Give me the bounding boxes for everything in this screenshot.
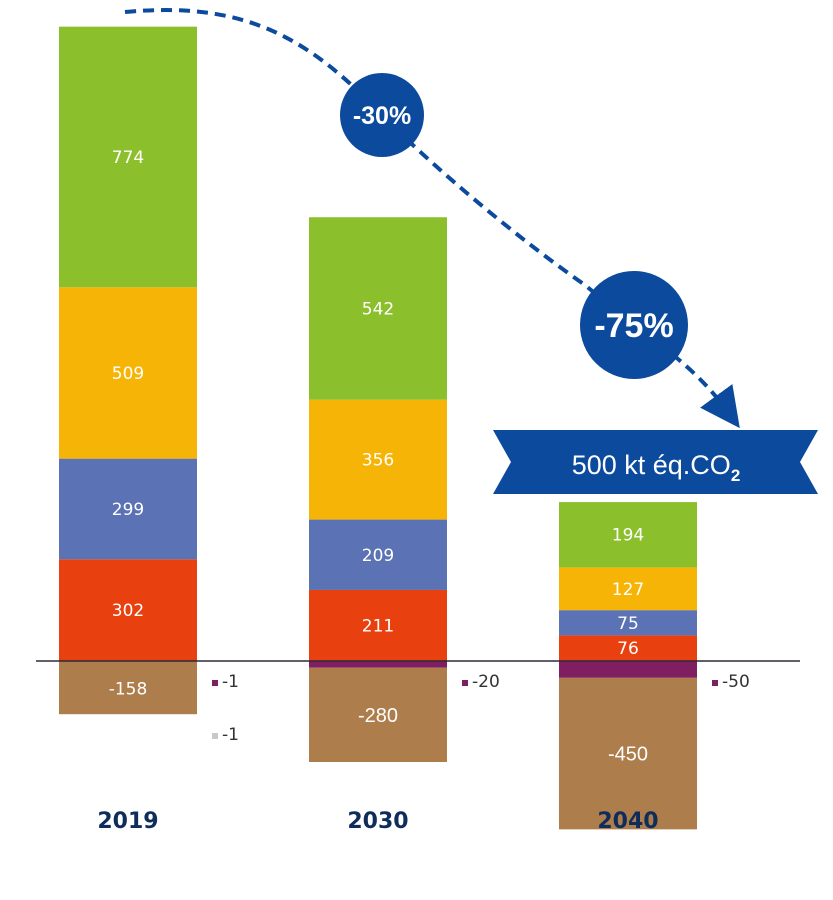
- side-label-text: -50: [722, 672, 750, 692]
- bar-segment-label: 356: [362, 451, 394, 471]
- bar-segment-label: 774: [112, 148, 144, 168]
- bar-segment: [59, 26, 197, 288]
- bar-segment-label: 542: [362, 299, 394, 319]
- bar-segment-label: 211: [362, 616, 394, 636]
- reduction-2040-label: -75%: [594, 307, 673, 345]
- bar-segment-label: -450: [608, 744, 648, 766]
- bar-segment-label: 75: [617, 614, 639, 634]
- bar-segment: [309, 217, 447, 400]
- bar-segment: [559, 661, 697, 678]
- side-label-swatch: [712, 680, 718, 686]
- bar-segment-label: -280: [358, 705, 398, 727]
- year-labels-group: 2019 2030 2040: [97, 809, 658, 834]
- side-label-text: -1: [222, 725, 239, 745]
- bar-segment: [59, 661, 197, 715]
- year-tick-label: 2019: [97, 809, 158, 834]
- bar-segment: [59, 458, 197, 560]
- side-label-swatch: [462, 680, 468, 686]
- bar-segment: [559, 610, 697, 636]
- side-label-swatch: [212, 733, 218, 739]
- bar-segment-label: 209: [362, 546, 394, 566]
- bar-segment: [559, 635, 697, 661]
- bar-segment-label: 76: [617, 639, 639, 659]
- bar-segment: [59, 287, 197, 459]
- bar-segment-label: 127: [612, 580, 644, 600]
- side-label-text: -20: [472, 672, 500, 692]
- trend-arrow: [124, 8, 740, 429]
- reduction-2030-label: -30%: [353, 102, 411, 130]
- year-tick-label: 2030: [347, 809, 408, 834]
- target-value-text: 500 kt éq.CO: [572, 450, 731, 480]
- target-ribbon: 500 kt éq.CO2: [493, 430, 818, 494]
- bar-segment-label: 299: [112, 500, 144, 520]
- bar-segment: [559, 567, 697, 611]
- bar-segment: [559, 502, 697, 568]
- bar-segment: [309, 667, 447, 763]
- side-labels-group: -1 -1 -20 -50: [212, 672, 750, 745]
- bar-segment-label: 302: [112, 601, 144, 621]
- reduction-2040-badge: -75%: [580, 271, 688, 379]
- target-subscript-text: 2: [731, 466, 740, 485]
- year-tick-label: 2040: [597, 809, 658, 834]
- side-label-text: -1: [222, 672, 239, 692]
- bar-segment: [309, 589, 447, 661]
- bar-segment: [309, 519, 447, 590]
- target-ribbon-label: 500 kt éq.CO2: [572, 450, 741, 485]
- bar-segment: [59, 559, 197, 661]
- bar-segment: [309, 661, 447, 668]
- reduction-2030-badge: -30%: [340, 73, 424, 157]
- bar-segment: [309, 399, 447, 520]
- bar-segment-label: 509: [112, 364, 144, 384]
- bar-segment: [559, 677, 697, 830]
- bar-segment-label: -158: [109, 680, 148, 700]
- bars-group: 302 299 509 774 -158 211 209 356 542 -280 76 75 127 1…: [59, 26, 697, 830]
- bar-segment-label: 194: [612, 526, 644, 546]
- side-label-swatch: [212, 680, 218, 686]
